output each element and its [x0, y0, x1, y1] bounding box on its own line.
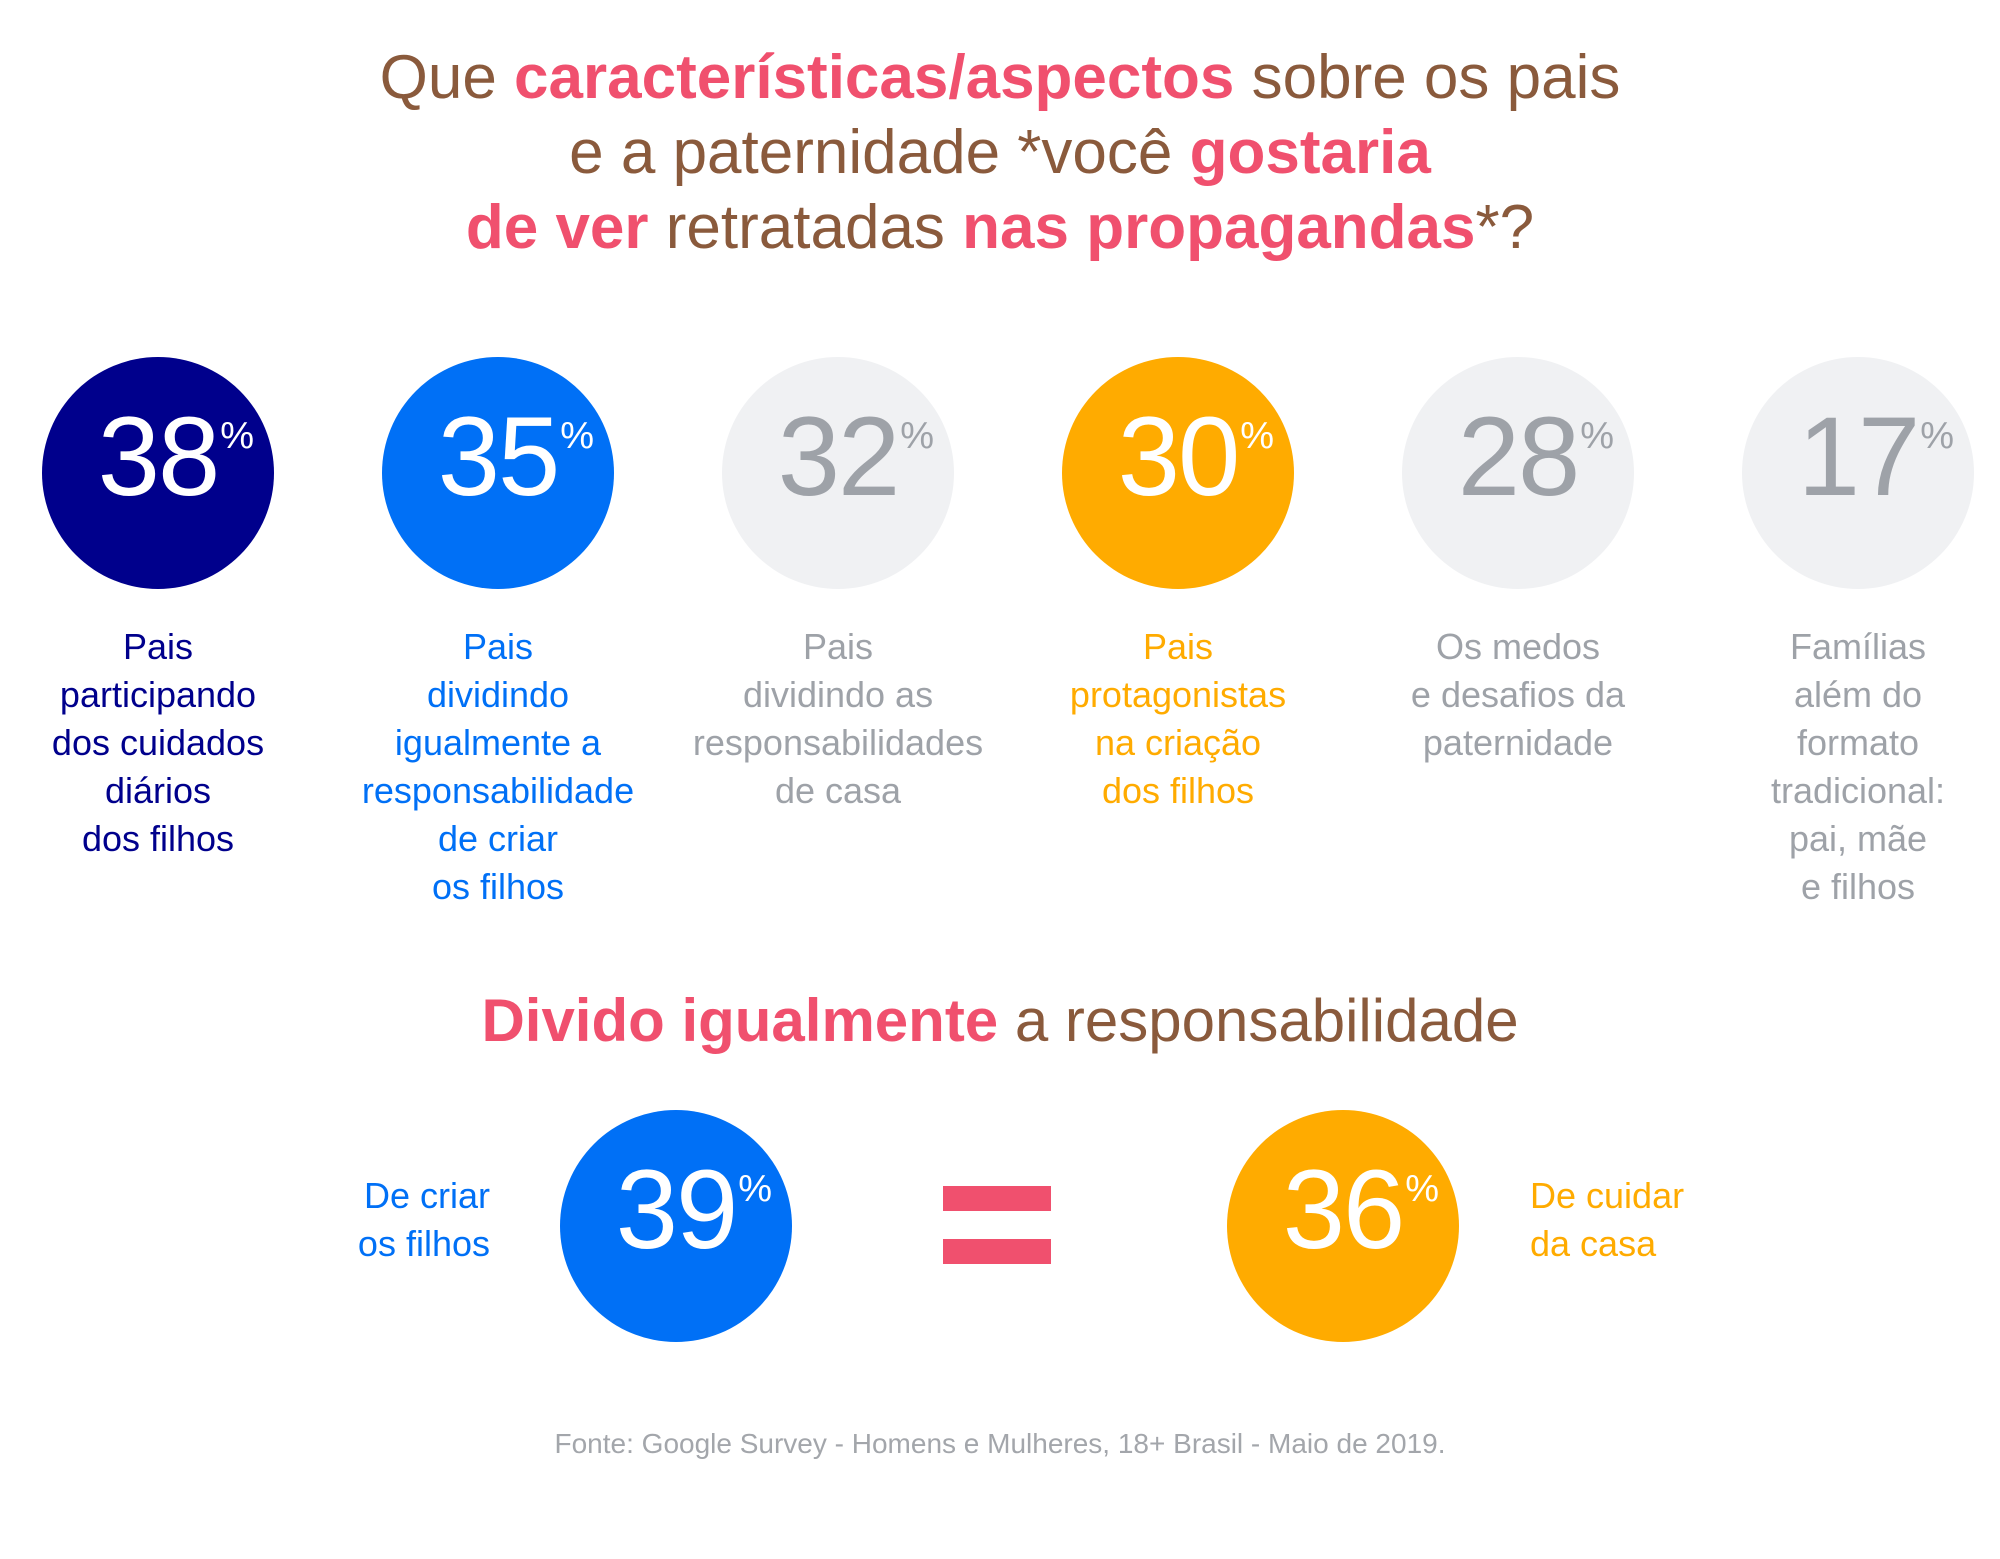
compare-left: 39 %: [560, 1110, 792, 1342]
percent-sign: %: [1240, 415, 1274, 457]
compare-right-label: De cuidar da casa: [1530, 1175, 1685, 1264]
headline-text: retratadas: [648, 193, 963, 262]
stat-value: 36: [1282, 1147, 1406, 1272]
stat-circle: 38 %: [42, 357, 274, 589]
equals-bar: [943, 1186, 1051, 1211]
headline-highlight: gostaria: [1189, 118, 1431, 187]
headline-highlight: nas propagandas: [962, 193, 1476, 262]
stat-item: 17 % Famílias além do formato tradiciona…: [1693, 357, 2000, 911]
headline-text: Que: [379, 43, 515, 112]
stat-item: 28 % Os medos e desafios da paternidade: [1353, 357, 1683, 767]
stat-circle: 28 %: [1402, 357, 1634, 589]
stat-label: Os medos e desafios da paternidade: [1410, 626, 1626, 763]
section-heading-highlight: Divido igualmente: [481, 987, 999, 1054]
stat-value: 39: [615, 1147, 739, 1272]
stat-item: 30 % Pais protagonistas na criação dos f…: [1013, 357, 1343, 815]
equals-sign-icon: [943, 1186, 1051, 1264]
stat-label: Famílias além do formato tradicional: pa…: [1770, 626, 1946, 907]
percent-sign: %: [1580, 415, 1614, 457]
stat-circle: 30 %: [1062, 357, 1294, 589]
stat-value: 32: [777, 394, 901, 519]
percent-sign: %: [560, 415, 594, 457]
stat-item: 32 % Pais dividindo as responsabilidades…: [673, 357, 1003, 815]
headline: Que características/aspectos sobre os pa…: [0, 40, 2000, 265]
section-heading: Divido igualmente a responsabilidade: [0, 985, 2000, 1057]
stat-circle: 39 %: [560, 1110, 792, 1342]
percent-sign: %: [220, 415, 254, 457]
stat-value: 30: [1117, 394, 1241, 519]
stat-item: 35 % Pais dividindo igualmente a respons…: [333, 357, 663, 911]
stat-circle: 32 %: [722, 357, 954, 589]
equals-bar: [943, 1239, 1051, 1264]
stat-circle: 17 %: [1742, 357, 1974, 589]
headline-highlight: características/aspectos: [514, 43, 1235, 112]
percent-sign: %: [738, 1168, 772, 1210]
headline-text: e a paternidade *você: [569, 118, 1190, 187]
stat-label: Pais participando dos cuidados diários d…: [51, 626, 265, 859]
compare-left-label: De criar os filhos: [357, 1175, 490, 1264]
stat-value: 28: [1457, 394, 1581, 519]
headline-line-3: de ver retratadas nas propagandas*?: [0, 190, 2000, 265]
stat-circle: 35 %: [382, 357, 614, 589]
stat-label: Pais dividindo igualmente a responsabili…: [361, 626, 635, 907]
stat-label: Pais dividindo as responsabilidades de c…: [692, 626, 984, 811]
stat-value: 17: [1797, 394, 1921, 519]
percent-sign: %: [1405, 1168, 1439, 1210]
compare-right: 36 %: [1227, 1110, 1459, 1342]
stat-item: 38 % Pais participando dos cuidados diár…: [0, 357, 323, 863]
headline-text: sobre os pais: [1234, 43, 1621, 112]
headline-text: *?: [1475, 193, 1535, 262]
percent-sign: %: [900, 415, 934, 457]
headline-line-1: Que características/aspectos sobre os pa…: [0, 40, 2000, 115]
stat-value: 38: [97, 394, 221, 519]
headline-line-2: e a paternidade *você gostaria: [0, 115, 2000, 190]
stat-label: Pais protagonistas na criação dos filhos: [1069, 626, 1287, 811]
stat-circle: 36 %: [1227, 1110, 1459, 1342]
headline-highlight: de ver: [465, 193, 649, 262]
percent-sign: %: [1920, 415, 1954, 457]
source-note: Fonte: Google Survey - Homens e Mulheres…: [554, 1428, 1446, 1459]
stat-value: 35: [437, 394, 561, 519]
section-heading-text: a responsabilidade: [998, 987, 1519, 1054]
